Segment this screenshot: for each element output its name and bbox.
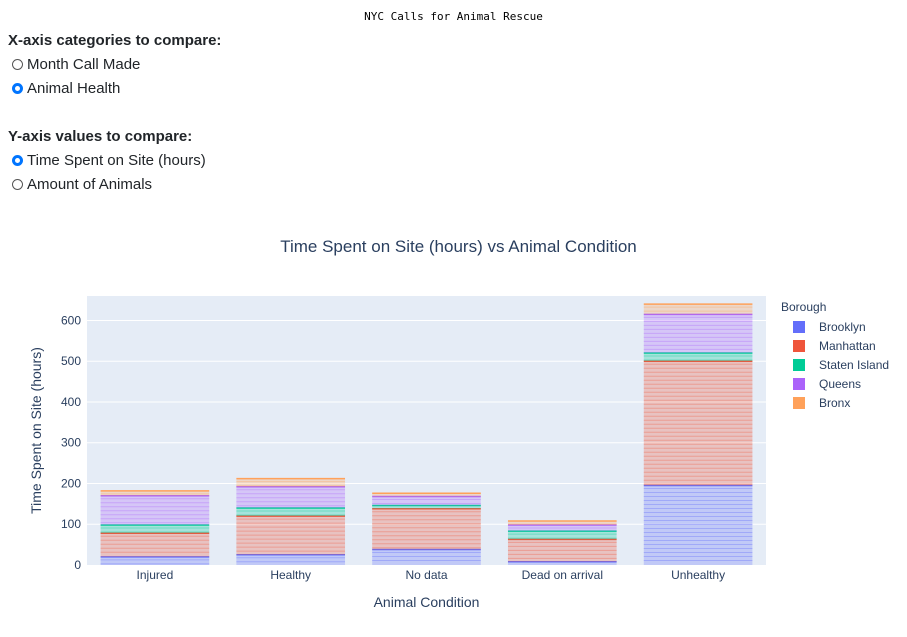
legend-item[interactable]: Bronx <box>793 393 850 412</box>
bar-segment[interactable] <box>100 490 210 496</box>
x-tick-label: Dead on arrival <box>522 568 603 582</box>
bar-segment[interactable] <box>507 561 617 565</box>
legend-item[interactable]: Manhattan <box>793 336 876 355</box>
bar-segment[interactable] <box>507 531 617 540</box>
bar-segment[interactable] <box>643 353 753 362</box>
legend-label: Brooklyn <box>819 319 866 334</box>
bar-segment[interactable] <box>100 533 210 557</box>
y-option-amount-label: Amount of Animals <box>27 175 153 193</box>
legend-swatch <box>793 320 805 333</box>
legend-item[interactable]: Queens <box>793 374 861 393</box>
x-axis-title: Animal Condition <box>374 594 480 610</box>
bar-segment[interactable] <box>372 505 481 509</box>
y-tick-label: 300 <box>61 436 81 450</box>
x-tick-label: No data <box>405 568 447 582</box>
bar-segment[interactable] <box>643 361 753 486</box>
tick-labels: 0 100 200 300 400 500 600 Injured Healthy No data… <box>61 313 725 582</box>
bar-segment[interactable] <box>507 525 617 532</box>
bar-segment[interactable] <box>236 507 346 517</box>
bar-segment[interactable] <box>372 549 481 565</box>
bar-segment[interactable] <box>643 485 753 565</box>
y-tick-label: 400 <box>61 395 81 409</box>
x-option-health-label: Animal Health <box>27 79 121 97</box>
y-option-time-label: Time Spent on Site (hours) <box>27 151 206 169</box>
page-title: NYC Calls for Animal Rescue <box>364 10 543 23</box>
chart-title: Time Spent on Site (hours) vs Animal Con… <box>280 237 637 256</box>
gridlines <box>87 319 766 525</box>
legend-label: Staten Island <box>819 357 890 372</box>
radio-y-time[interactable] <box>12 154 23 166</box>
y-axis-control: Y-axis values to compare: Time Spent on … <box>8 128 206 196</box>
y-option-amount[interactable]: Amount of Animals <box>8 172 206 196</box>
x-tick-label: Healthy <box>270 568 311 582</box>
legend-label: Manhattan <box>819 338 876 353</box>
bar-segment[interactable] <box>236 478 346 487</box>
legend-swatch <box>793 339 805 352</box>
bar-segment[interactable] <box>507 539 617 562</box>
radio-x-health[interactable] <box>12 82 23 94</box>
y-axis-title: Time Spent on Site (hours) <box>28 347 44 514</box>
legend-swatch <box>793 396 805 409</box>
legend-label: Bronx <box>819 395 851 410</box>
radio-x-month[interactable] <box>12 58 23 70</box>
x-axis-heading: X-axis categories to compare: <box>8 32 222 49</box>
y-tick-label: 100 <box>61 517 81 531</box>
y-tick-label: 600 <box>61 313 81 327</box>
bar-segment[interactable] <box>100 495 210 526</box>
bar-segment[interactable] <box>100 556 210 565</box>
x-tick-label: Unhealthy <box>671 568 725 582</box>
plot-background <box>87 296 766 565</box>
y-option-time[interactable]: Time Spent on Site (hours) <box>8 148 206 172</box>
legend-item[interactable]: Brooklyn <box>793 317 866 336</box>
x-option-month-label: Month Call Made <box>27 55 141 73</box>
bar-segment[interactable] <box>372 493 481 497</box>
x-option-health[interactable]: Animal Health <box>8 76 221 100</box>
bar-segment[interactable] <box>507 520 617 526</box>
x-axis-control: X-axis categories to compare: Month Call… <box>8 32 221 100</box>
bar-segment[interactable] <box>643 314 753 354</box>
bar-segment[interactable] <box>372 508 481 550</box>
legend-title: Borough <box>781 300 827 314</box>
bar-segment[interactable] <box>236 516 346 555</box>
legend-label: Queens <box>819 376 862 391</box>
radio-y-amount[interactable] <box>12 178 23 190</box>
bar-segment[interactable] <box>236 554 346 565</box>
bar-segment[interactable] <box>100 525 210 534</box>
y-tick-label: 500 <box>61 354 81 368</box>
y-tick-label: 200 <box>61 476 81 490</box>
y-tick-label: 0 <box>74 558 81 572</box>
x-tick-label: Injured <box>137 568 174 582</box>
bar-segment[interactable] <box>236 486 346 508</box>
bar-segment[interactable] <box>643 304 753 315</box>
y-axis-heading: Y-axis values to compare: <box>8 128 193 145</box>
x-option-month[interactable]: Month Call Made <box>8 52 221 76</box>
bar-segment[interactable] <box>372 496 481 506</box>
bars <box>100 303 753 565</box>
legend-swatch <box>793 358 805 371</box>
legend-swatch <box>793 377 805 390</box>
legend-item[interactable]: Staten Island <box>793 355 889 374</box>
